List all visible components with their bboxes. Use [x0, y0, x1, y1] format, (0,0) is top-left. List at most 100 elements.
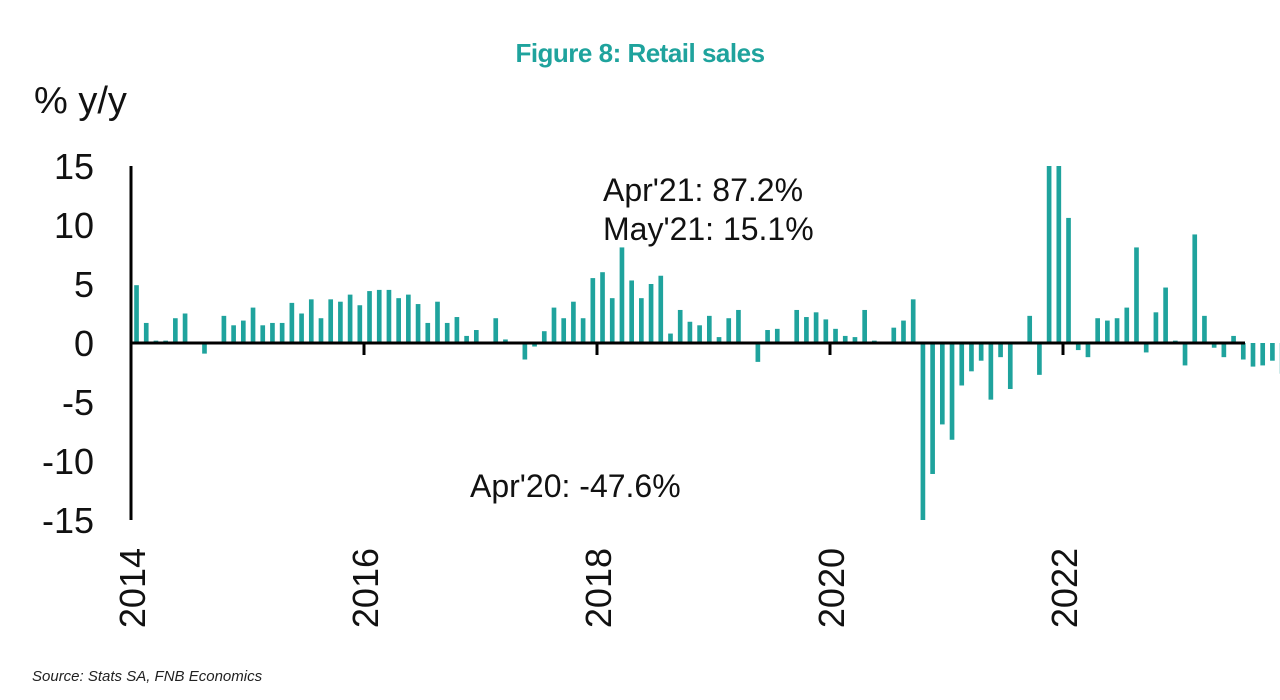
bar	[648, 284, 654, 343]
bar	[755, 343, 761, 362]
bar	[687, 321, 693, 343]
bar	[600, 272, 605, 343]
bar	[386, 289, 392, 343]
bar	[1163, 287, 1168, 343]
bar	[697, 325, 702, 343]
bar	[541, 331, 547, 343]
x-tick-label: 2014	[112, 548, 153, 628]
bar	[910, 299, 916, 343]
bar	[338, 301, 343, 343]
bar	[1153, 312, 1159, 343]
y-tick-label: 15	[54, 146, 94, 187]
bar	[503, 339, 508, 343]
bar	[969, 343, 974, 372]
bar	[415, 304, 421, 343]
bar	[1056, 166, 1062, 343]
bar	[464, 335, 469, 343]
x-tick-label: 2016	[345, 548, 386, 628]
bar	[532, 343, 537, 347]
annotation-may21: May'21: 15.1%	[603, 211, 814, 247]
bar	[639, 298, 644, 343]
bar	[522, 343, 528, 360]
bar	[357, 305, 363, 343]
bar	[949, 343, 955, 440]
bar	[406, 294, 411, 343]
bar	[1066, 217, 1071, 343]
chart-title: Figure 8: Retail sales	[515, 38, 765, 68]
bar	[328, 299, 334, 343]
bar	[959, 343, 965, 386]
bar	[1231, 335, 1236, 343]
y-axis-unit-label: % y/y	[34, 80, 127, 122]
bar	[561, 318, 567, 343]
source-note: Source: Stats SA, FNB Economics	[32, 668, 263, 685]
bar	[1240, 343, 1246, 360]
bar	[978, 343, 984, 361]
bar	[279, 322, 285, 343]
bar	[551, 307, 557, 343]
bar	[454, 317, 460, 343]
bar	[493, 318, 499, 343]
bar	[1182, 343, 1188, 366]
bar	[988, 343, 994, 400]
annotation-apr20: Apr'20: -47.6%	[470, 468, 681, 504]
bar	[1192, 234, 1198, 343]
bar	[1143, 343, 1149, 353]
y-tick-label: 5	[74, 264, 94, 305]
bar	[376, 289, 382, 343]
bar	[1085, 343, 1091, 358]
bar	[1211, 343, 1217, 348]
bar	[1221, 343, 1227, 358]
bar	[1260, 343, 1266, 366]
bar	[143, 322, 149, 343]
bar	[736, 309, 741, 343]
bar	[1037, 343, 1042, 375]
bar	[231, 325, 236, 343]
bar	[240, 320, 246, 343]
y-tick-label: 10	[54, 205, 94, 246]
bar	[629, 280, 634, 343]
bar	[590, 278, 596, 343]
y-tick-label: -5	[62, 382, 94, 423]
y-axis-ticks: 15 10 5 0 -5 -10 -15	[42, 146, 94, 541]
x-tick-label: 2018	[578, 548, 619, 628]
bar	[609, 298, 615, 343]
bar	[182, 313, 188, 343]
bar	[774, 328, 780, 343]
bar	[1270, 343, 1275, 361]
bar	[299, 313, 304, 343]
bar	[1134, 247, 1139, 343]
bar	[813, 312, 819, 343]
bar	[920, 343, 926, 520]
bar	[347, 294, 353, 343]
bar	[1027, 315, 1033, 343]
bar	[250, 307, 256, 343]
bar	[1114, 318, 1120, 343]
bar	[998, 343, 1003, 358]
bar	[580, 318, 586, 343]
bar	[1124, 307, 1130, 343]
bar	[930, 343, 935, 474]
bar	[706, 315, 712, 343]
bar	[716, 337, 722, 343]
bar	[619, 247, 625, 343]
y-tick-label: -15	[42, 500, 94, 541]
bar	[833, 328, 838, 343]
annotation-apr21: Apr'21: 87.2%	[603, 172, 803, 208]
bar-series	[134, 166, 1280, 520]
bar	[308, 299, 314, 343]
bar	[221, 315, 227, 343]
bar	[270, 322, 275, 343]
bar	[202, 343, 207, 354]
bar	[1250, 343, 1256, 367]
bar	[1105, 320, 1110, 343]
y-tick-label: 0	[74, 323, 94, 364]
bar	[794, 309, 800, 343]
y-tick-label: -10	[42, 441, 94, 482]
bar	[260, 325, 266, 343]
bar	[318, 318, 324, 343]
bar	[823, 319, 829, 343]
bar	[901, 320, 906, 343]
bar	[852, 337, 858, 343]
